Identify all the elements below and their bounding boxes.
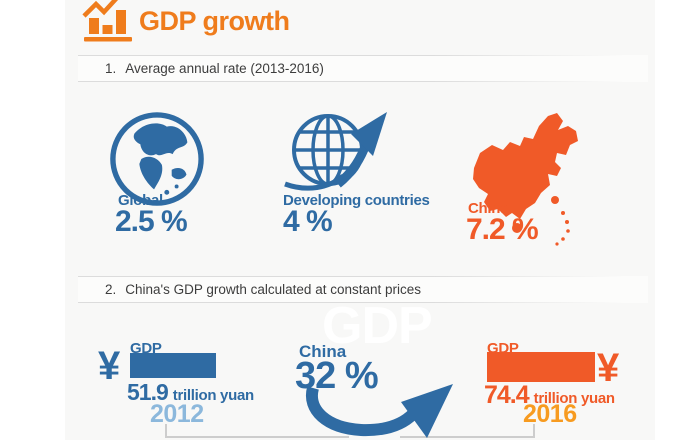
rate-value-global: 2.5 % [115, 205, 188, 238]
section-2-header: 2. China's GDP growth calculated at const… [78, 276, 648, 303]
rate-label-china: China [468, 200, 509, 217]
gdp-watermark: GDP [322, 297, 433, 355]
gdp-value-2016: 74.4 trillion yuan [484, 381, 615, 410]
gdp-unit-2016: trillion yuan [533, 390, 615, 407]
growth-arrow-icon [303, 380, 458, 440]
china-map-icon [460, 106, 610, 254]
section-2-title: China's GDP growth calculated at constan… [125, 282, 421, 297]
gdp-bar-2012 [130, 353, 216, 378]
section-2-number: 2. [105, 282, 117, 297]
year-2016: 2016 [523, 400, 577, 428]
globe-icon [108, 110, 206, 208]
section-1-title: Average annual rate (2013-2016) [125, 61, 324, 76]
yuan-icon-2012: ¥ [98, 344, 121, 388]
rate-value-china: 7.2 % [466, 213, 539, 246]
gdp-label-2016: GDP [487, 340, 519, 357]
yuan-icon-2016: ¥ [597, 346, 620, 390]
growth-country-label: China [299, 342, 347, 361]
page-title: GDP growth [139, 6, 290, 36]
gdp-label-2012: GDP [130, 340, 162, 357]
timeline-bracket-2016 [400, 424, 535, 438]
rate-value-developing: 4 % [283, 205, 333, 238]
rate-label-global: Global [118, 192, 163, 209]
gdp-bar-2016 [487, 352, 595, 382]
rate-label-developing: Developing countries [283, 192, 430, 209]
gdp-amount-2012: 51.9 [127, 379, 169, 405]
year-2012: 2012 [150, 400, 204, 428]
bar-chart-icon [82, 0, 134, 44]
section-1-number: 1. [105, 61, 117, 76]
section-1-header: 1. Average annual rate (2013-2016) [78, 55, 648, 82]
gdp-amount-2016: 74.4 [484, 381, 530, 409]
gdp-value-2012: 51.9 trillion yuan [127, 379, 254, 406]
globe-arrow-icon [283, 110, 405, 192]
timeline-bracket-2012 [165, 424, 349, 438]
gdp-unit-2012: trillion yuan [172, 387, 254, 404]
